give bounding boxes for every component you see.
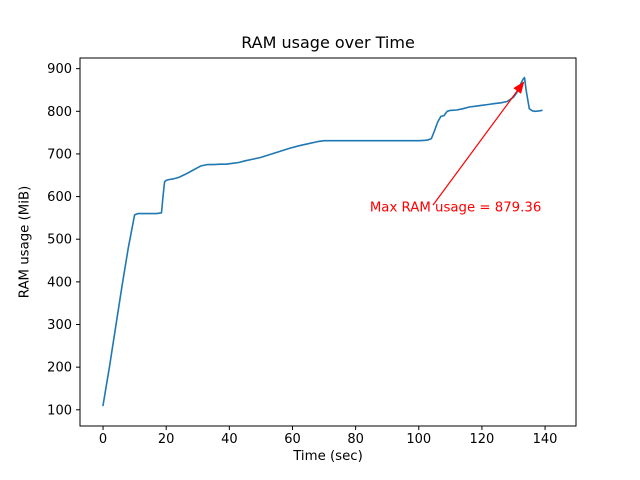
y-tick-label: 600	[47, 190, 72, 205]
y-tick-label: 300	[47, 318, 72, 333]
chart-title: RAM usage over Time	[241, 33, 415, 52]
y-tick-label: 900	[47, 62, 72, 77]
x-tick-label: 20	[158, 432, 175, 447]
x-tick-label: 100	[406, 432, 431, 447]
x-axis-label: Time (sec)	[293, 449, 363, 464]
annotation-arrow	[432, 81, 525, 206]
x-tick-label: 0	[99, 432, 107, 447]
y-axis-label: RAM usage (MiB)	[17, 185, 33, 299]
x-tick-label: 80	[347, 432, 364, 447]
y-tick-label: 400	[47, 275, 72, 290]
y-tick-label: 700	[47, 147, 72, 162]
x-tick-label: 140	[533, 432, 558, 447]
ram-usage-line	[102, 76, 543, 407]
max-annotation-label: Max RAM usage = 879.36	[370, 201, 541, 216]
x-tick-label: 120	[470, 432, 495, 447]
x-tick-label: 40	[221, 432, 238, 447]
y-tick-label: 500	[47, 233, 72, 248]
x-tick-label: 60	[284, 432, 301, 447]
plot-border	[79, 57, 577, 427]
y-tick-label: 200	[47, 361, 72, 376]
y-tick-label: 800	[47, 105, 72, 120]
y-tick-label: 100	[47, 403, 72, 418]
